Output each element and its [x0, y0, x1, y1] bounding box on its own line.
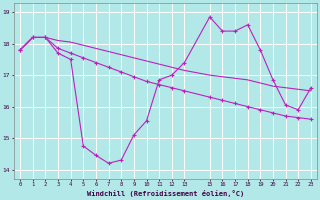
X-axis label: Windchill (Refroidissement éolien,°C): Windchill (Refroidissement éolien,°C) [87, 190, 244, 197]
